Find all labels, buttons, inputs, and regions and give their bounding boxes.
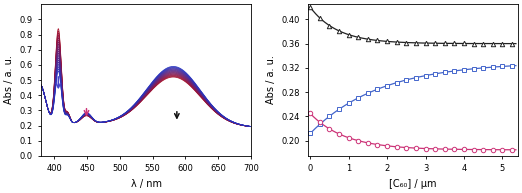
Y-axis label: Abs / a. u.: Abs / a. u. — [266, 56, 276, 104]
Y-axis label: Abs / a. u.: Abs / a. u. — [4, 56, 14, 104]
X-axis label: λ / nm: λ / nm — [130, 179, 162, 189]
X-axis label: [C₆₀] / μm: [C₆₀] / μm — [389, 179, 437, 189]
